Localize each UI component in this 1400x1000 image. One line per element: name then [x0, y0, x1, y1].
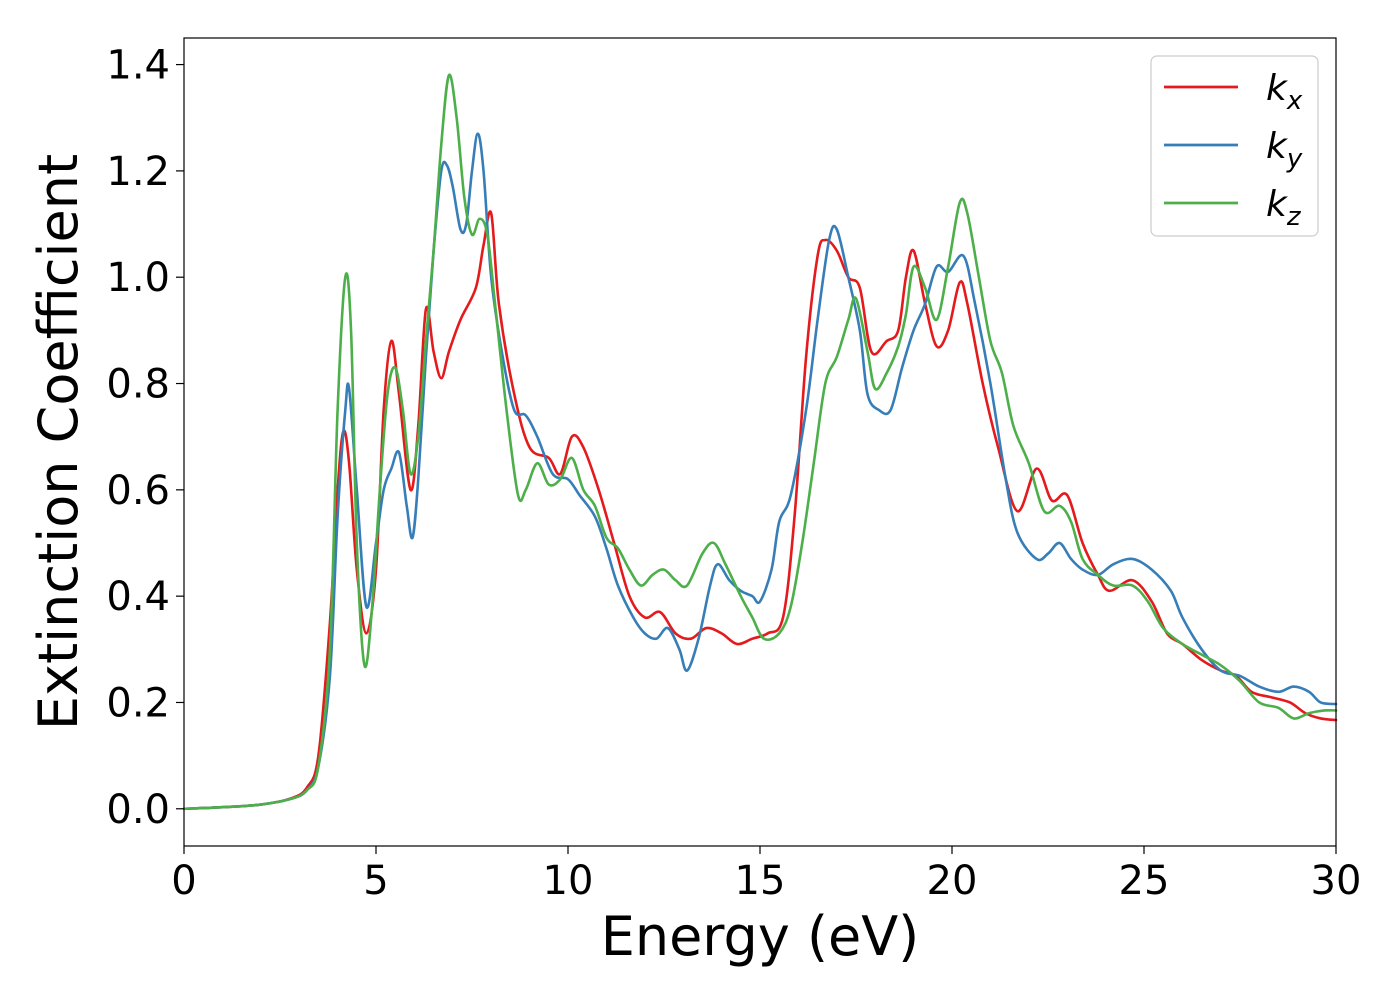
legend-label-x: kx: [1266, 68, 1303, 116]
y-tick-label: 0.8: [106, 362, 170, 408]
legend-label-subscript: z: [1286, 202, 1302, 232]
y-axis-title: Extinction Coefficient: [27, 154, 90, 730]
x-axis-title: Energy (eV): [601, 905, 920, 968]
y-tick-label: 1.0: [106, 255, 170, 301]
y-tick-label: 1.2: [106, 149, 170, 195]
legend-label-subscript: x: [1286, 86, 1303, 116]
x-tick-label: 15: [735, 858, 786, 904]
series-line-y: [182, 132, 1338, 811]
x-tick-label: 5: [363, 858, 388, 904]
y-tick-label: 0.2: [106, 680, 170, 726]
legend-label-main: k: [1266, 126, 1289, 167]
x-tick-label: 10: [543, 858, 594, 904]
x-tick-label: 0: [171, 858, 196, 904]
series-line-z: [182, 73, 1338, 811]
x-axis: 0 5 10 15 20 25 30: [171, 846, 1361, 904]
legend-label-main: k: [1266, 68, 1289, 109]
legend-label-subscript: y: [1286, 144, 1303, 174]
series-line-x: [182, 210, 1338, 811]
legend-label-main: k: [1266, 184, 1289, 225]
legend-label-y: ky: [1266, 126, 1303, 174]
plot-lines: [182, 73, 1338, 811]
x-tick-label: 30: [1311, 858, 1362, 904]
x-tick-label: 20: [927, 858, 978, 904]
y-tick-label: 1.4: [106, 43, 170, 89]
y-tick-label: 0.6: [106, 468, 170, 514]
y-tick-label: 0.0: [106, 787, 170, 833]
x-tick-label: 25: [1119, 858, 1170, 904]
y-axis: 0.0 0.2 0.4 0.6 0.8 1.0 1.2 1.4: [106, 43, 184, 833]
y-tick-label: 0.4: [106, 574, 170, 620]
legend-label-z: kz: [1266, 184, 1302, 232]
